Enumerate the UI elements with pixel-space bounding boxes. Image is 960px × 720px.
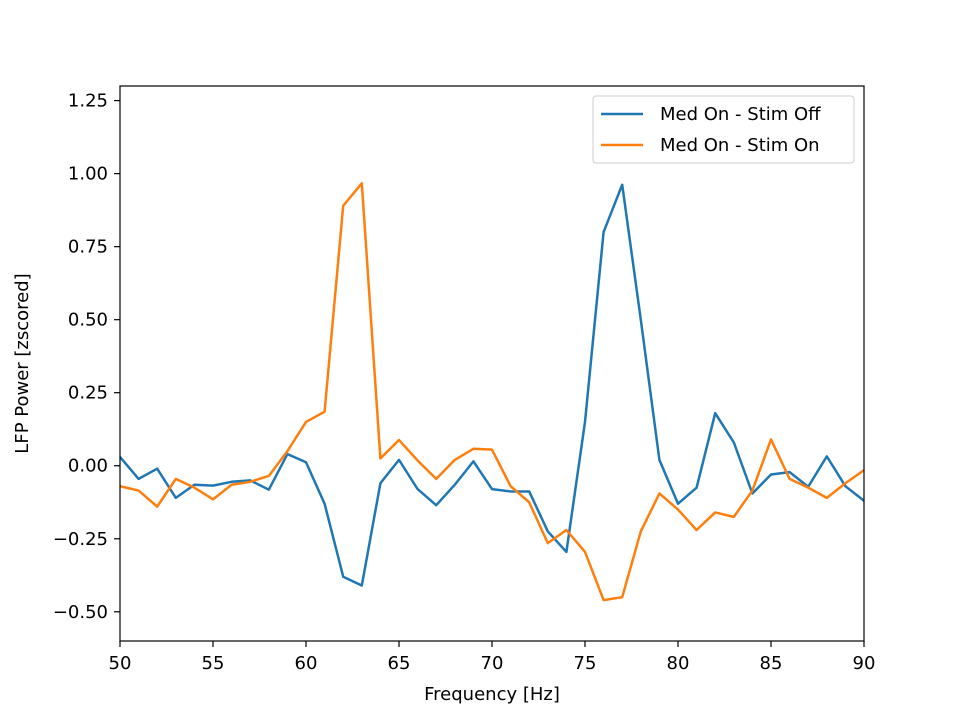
- axis-ticks: 50 55 60 65 70 75 80 85 90 −0.50 −0.25 0.00 0.25 0.50…: [53, 91, 876, 674]
- x-tick-label: 75: [574, 653, 597, 674]
- x-tick-label: 90: [853, 653, 876, 674]
- y-tick-label: 0.50: [68, 310, 108, 331]
- plot-lines: [119, 182, 865, 602]
- x-tick-label: 85: [760, 653, 783, 674]
- x-tick-label: 50: [109, 653, 132, 674]
- series-line-0: [119, 183, 865, 587]
- x-tick-label: 65: [388, 653, 411, 674]
- y-tick-label: 0.25: [68, 383, 108, 404]
- x-tick-label: 60: [295, 653, 318, 674]
- y-tick-label: 1.00: [68, 164, 108, 185]
- y-tick-label: 0.75: [68, 237, 108, 258]
- y-tick-label: −0.25: [53, 529, 108, 550]
- legend-label-stim-off: Med On - Stim Off: [660, 104, 821, 125]
- legend-label-stim-on: Med On - Stim On: [660, 135, 820, 156]
- x-tick-label: 55: [202, 653, 225, 674]
- x-axis-label: Frequency [Hz]: [424, 684, 560, 705]
- plot-frame: [119, 85, 865, 642]
- y-tick-label: 0.00: [68, 456, 108, 477]
- x-tick-label: 70: [481, 653, 504, 674]
- x-tick-label: 80: [667, 653, 690, 674]
- y-tick-label: 1.25: [68, 91, 108, 112]
- y-axis-label: LFP Power [zscored]: [12, 273, 33, 453]
- legend-box: [592, 95, 855, 164]
- legend: Med On - Stim Off Med On - Stim On: [592, 95, 855, 164]
- series-line-1: [119, 182, 865, 602]
- y-tick-label: −0.50: [53, 602, 108, 623]
